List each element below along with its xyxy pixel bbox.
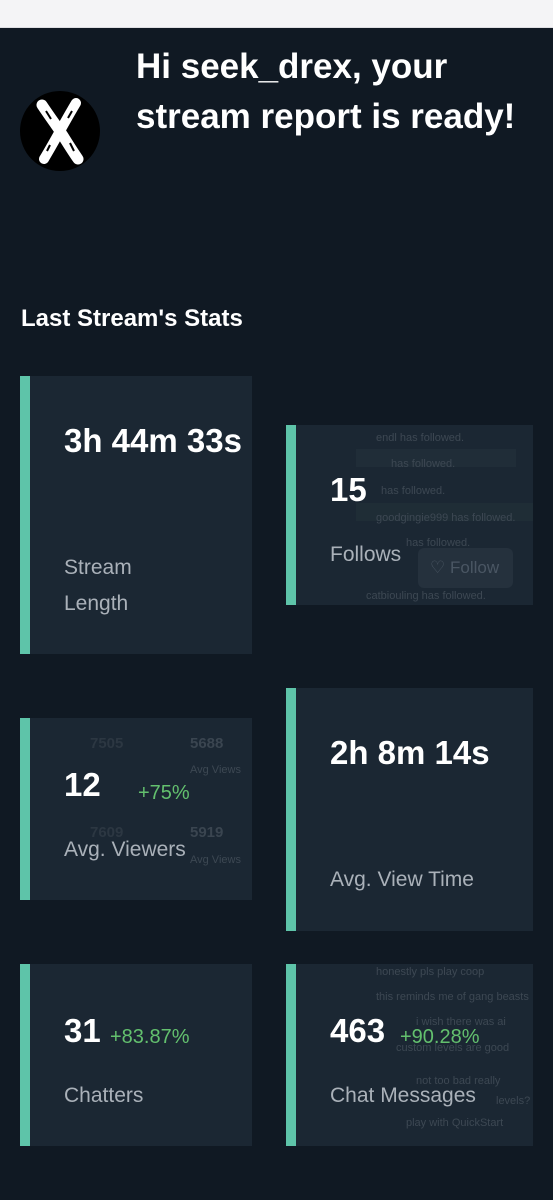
heart-icon: ♡ [430,558,445,577]
follows-bg-text: goodgingie999 has followed. [376,512,515,524]
viewers-bg-label: Avg Views [190,764,241,776]
follows-bg-text: has followed. [381,485,445,497]
stat-card-chat-messages: honestly pls play coop this reminds me o… [286,964,533,1146]
stat-card-stream-length: 3h 44m 33s Stream Length [20,376,252,654]
stat-card-avg-viewers: 7505 5688 Avg Views 7609 5919 Avg Views … [20,718,252,900]
follows-bg-text: endl has followed. [376,432,464,444]
follows-label: Follows [330,537,401,573]
stat-card-chatters: 31 +83.87% Chatters [20,964,252,1146]
avg-view-time-value: 2h 8m 14s [330,722,510,784]
stream-length-value: 3h 44m 33s [64,410,244,472]
avg-viewers-change: +75% [138,782,190,805]
page-title: Hi seek_drex, your stream report is read… [136,42,531,142]
viewers-bg-number: 5688 [190,735,223,752]
chatters-change: +83.87% [110,1026,190,1049]
chatters-label: Chatters [64,1078,143,1114]
follows-bg-text: has followed. [391,458,455,470]
avg-viewers-label: Avg. Viewers [64,832,252,868]
follows-bg-follow-label: Follow [450,558,499,577]
follows-value: 15 [330,459,367,521]
viewers-bg-number: 7505 [90,735,123,752]
chat-messages-value: 463 [330,1000,385,1062]
chat-messages-label: Chat Messages [330,1078,533,1114]
section-title: Last Stream's Stats [21,305,243,333]
browser-top-bar [0,0,553,28]
stat-card-avg-view-time: 2h 8m 14s Avg. View Time [286,688,533,931]
follows-bg-text: catbiouling has followed. [366,590,486,602]
chat-messages-change: +90.28% [400,1026,480,1049]
chat-bg-text: this reminds me of gang beasts [376,991,529,1003]
chat-bg-text: play with QuickStart [406,1117,503,1129]
avg-viewers-value: 12 [64,754,101,816]
avatar [20,91,100,171]
x-logo-icon [20,91,100,171]
stream-length-label: Stream Length [64,550,184,622]
avg-view-time-label: Avg. View Time [330,862,530,898]
follows-bg-follow-button: ♡ Follow [418,548,513,588]
chat-bg-text: honestly pls play coop [376,966,484,978]
stat-card-follows: endl has followed. has followed. has fol… [286,425,533,605]
chatters-value: 31 [64,1000,101,1062]
